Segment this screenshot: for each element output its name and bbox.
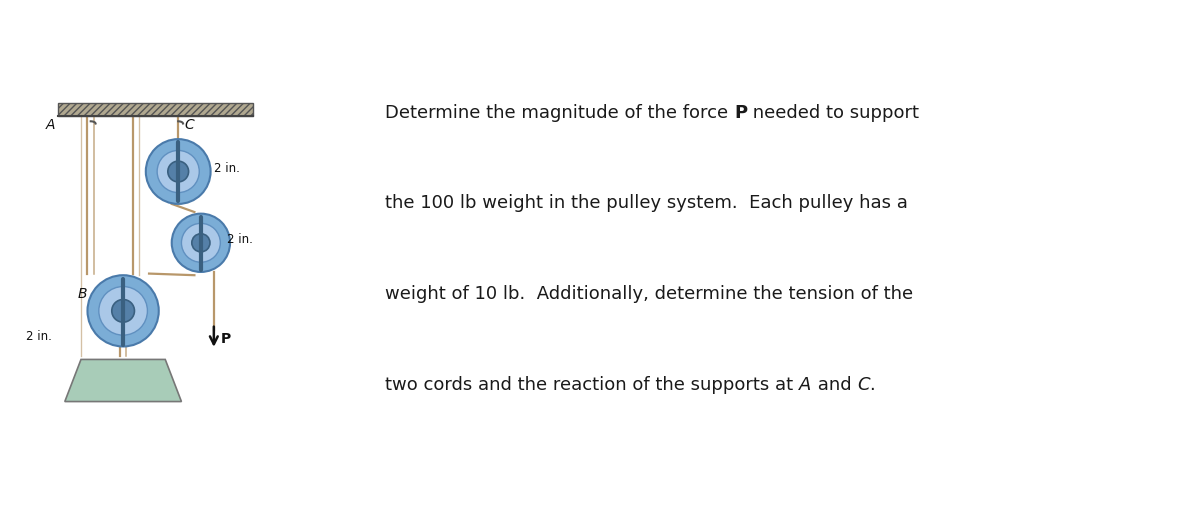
- Text: P: P: [734, 104, 748, 122]
- Text: needed to support: needed to support: [748, 104, 919, 122]
- Text: P: P: [221, 332, 230, 346]
- Text: .: .: [870, 376, 875, 394]
- Text: 2 in.: 2 in.: [26, 330, 52, 343]
- Circle shape: [168, 161, 188, 182]
- Text: 2 in.: 2 in.: [214, 162, 240, 175]
- Circle shape: [157, 150, 199, 193]
- Text: C: C: [857, 376, 870, 394]
- Text: Determine the magnitude of the force: Determine the magnitude of the force: [385, 104, 734, 122]
- Text: two cords and the reaction of the supports at: two cords and the reaction of the suppor…: [385, 376, 799, 394]
- Text: A: A: [799, 376, 811, 394]
- Text: A: A: [46, 119, 55, 133]
- Text: B: B: [78, 287, 88, 301]
- Text: C: C: [185, 119, 194, 133]
- Circle shape: [146, 139, 211, 204]
- Circle shape: [112, 299, 134, 322]
- Text: 2 in.: 2 in.: [227, 233, 253, 246]
- Circle shape: [88, 275, 158, 347]
- Circle shape: [181, 223, 221, 262]
- Text: the 100 lb weight in the pulley system.  Each pulley has a: the 100 lb weight in the pulley system. …: [385, 194, 908, 212]
- Circle shape: [192, 234, 210, 252]
- Polygon shape: [65, 359, 181, 401]
- Text: and: and: [811, 376, 857, 394]
- Circle shape: [98, 286, 148, 335]
- Bar: [59, 104, 253, 117]
- Text: weight of 10 lb.  Additionally, determine the tension of the: weight of 10 lb. Additionally, determine…: [385, 285, 913, 303]
- Circle shape: [172, 213, 230, 272]
